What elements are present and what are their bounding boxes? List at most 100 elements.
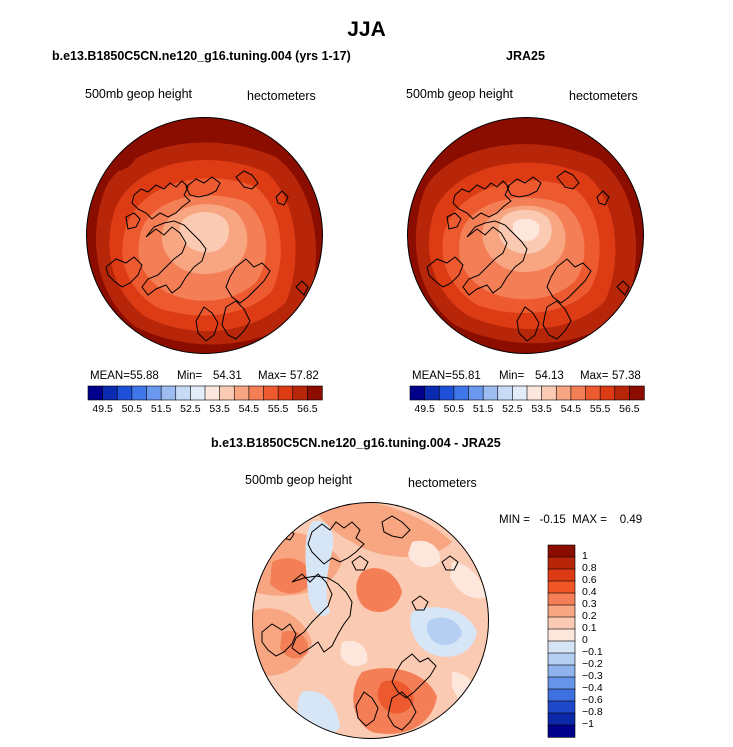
panel-3-title: b.e13.B1850C5CN.ne120_g16.tuning.004 - J… bbox=[211, 436, 501, 450]
panel-3-map bbox=[252, 502, 489, 739]
panel-2-max-value: 57.38 bbox=[612, 370, 641, 382]
panel-3-colorbar-labels: 1 0.8 0.6 0.4 0.3 0.2 0.1 0 −0.1 −0.2 −0.3 −0.4 −0.6… bbox=[582, 545, 622, 737]
colorbar-swatch bbox=[570, 385, 587, 401]
colorbar-swatch bbox=[87, 385, 104, 401]
colorbar-swatch bbox=[555, 385, 572, 401]
colorbar-swatch bbox=[453, 385, 470, 401]
colorbar-swatch bbox=[277, 385, 294, 401]
colorbar-swatch bbox=[547, 616, 576, 630]
colorbar-swatch bbox=[547, 592, 576, 606]
colorbar-tick-label: 52.5 bbox=[502, 403, 523, 415]
panel-1-mean-value: 55.88 bbox=[130, 370, 159, 382]
colorbar-tick-label: 1 bbox=[582, 550, 588, 562]
colorbar-swatch bbox=[547, 568, 576, 582]
colorbar-tick-label: 0.6 bbox=[582, 574, 597, 586]
colorbar-tick-label: −0.6 bbox=[582, 694, 603, 706]
colorbar-swatch bbox=[497, 385, 514, 401]
colorbar-swatch bbox=[547, 544, 576, 558]
panel-1-max-label: Max= bbox=[258, 370, 287, 382]
colorbar-tick-label: −0.4 bbox=[582, 682, 603, 694]
colorbar-swatch bbox=[248, 385, 265, 401]
colorbar-tick-label: −0.2 bbox=[582, 658, 603, 670]
colorbar-tick-label: 0.4 bbox=[582, 586, 597, 598]
colorbar-tick-label: 0.3 bbox=[582, 598, 597, 610]
colorbar-swatch bbox=[204, 385, 221, 401]
colorbar-tick-label: 54.5 bbox=[560, 403, 582, 415]
colorbar-swatch bbox=[547, 700, 576, 714]
colorbar-tick-label: 56.5 bbox=[297, 403, 318, 415]
panel-1-min-label: Min= bbox=[177, 370, 203, 382]
colorbar-swatch bbox=[547, 664, 576, 678]
colorbar-swatch bbox=[585, 385, 601, 401]
colorbar-swatch bbox=[526, 385, 543, 401]
colorbar-swatch bbox=[547, 652, 576, 666]
colorbar-tick-label: 0 bbox=[582, 634, 588, 646]
panel-2-variable: 500mb geop height bbox=[406, 87, 514, 101]
panel-2-title: JRA25 bbox=[506, 49, 545, 63]
colorbar-tick-label: 0.1 bbox=[582, 622, 597, 634]
panel-2-max-label: Max= bbox=[580, 370, 609, 382]
colorbar-tick-label: 50.5 bbox=[443, 403, 465, 415]
colorbar-swatch bbox=[146, 385, 162, 401]
colorbar-swatch bbox=[116, 385, 133, 401]
colorbar-swatch bbox=[614, 385, 631, 401]
colorbar-tick-label: 50.5 bbox=[121, 403, 143, 415]
colorbar-tick-label: −1 bbox=[582, 718, 594, 730]
panel-2-mean-value: 55.81 bbox=[452, 370, 481, 382]
colorbar-swatch bbox=[599, 385, 616, 401]
colorbar-swatch bbox=[307, 385, 323, 401]
colorbar-swatch bbox=[547, 628, 576, 642]
colorbar-swatch bbox=[547, 688, 576, 702]
colorbar-swatch bbox=[629, 385, 645, 401]
colorbar-swatch bbox=[233, 385, 250, 401]
colorbar-tick-label: 0.2 bbox=[582, 610, 597, 622]
panel-1-max-value: 57.82 bbox=[290, 370, 319, 382]
colorbar-swatch bbox=[468, 385, 484, 401]
colorbar-tick-label: 55.5 bbox=[267, 403, 289, 415]
colorbar-tick-label: 49.5 bbox=[414, 403, 435, 415]
panel-2-units: hectometers bbox=[569, 89, 638, 103]
colorbar-tick-label: 51.5 bbox=[472, 403, 494, 415]
panel-1-colorbar bbox=[87, 385, 323, 401]
colorbar-tick-label: 53.5 bbox=[209, 403, 230, 415]
colorbar-swatch bbox=[160, 385, 177, 401]
panel-2-min-label: Min= bbox=[499, 370, 525, 382]
colorbar-swatch bbox=[547, 580, 576, 594]
colorbar-tick-label: 55.5 bbox=[589, 403, 611, 415]
colorbar-swatch bbox=[292, 385, 309, 401]
colorbar-swatch bbox=[424, 385, 440, 401]
panel-1-min-value: 54.31 bbox=[213, 370, 242, 382]
colorbar-tick-label: 0.8 bbox=[582, 562, 597, 574]
colorbar-swatch bbox=[409, 385, 426, 401]
colorbar-tick-label: 49.5 bbox=[92, 403, 113, 415]
colorbar-swatch bbox=[219, 385, 235, 401]
panel-2-map bbox=[407, 117, 644, 354]
panel-2-mean-label: MEAN= bbox=[412, 370, 452, 382]
panel-1-colorbar-labels: 49.5 50.5 51.5 52.5 53.5 54.5 55.5 56.5 bbox=[88, 403, 322, 417]
colorbar-swatch bbox=[175, 385, 192, 401]
colorbar-swatch bbox=[547, 712, 576, 726]
panel-1-title: b.e13.B1850C5CN.ne120_g16.tuning.004 (yr… bbox=[52, 49, 351, 63]
colorbar-tick-label: 52.5 bbox=[180, 403, 201, 415]
colorbar-swatch bbox=[438, 385, 455, 401]
colorbar-swatch bbox=[547, 676, 576, 690]
colorbar-swatch bbox=[131, 385, 148, 401]
colorbar-tick-label: 51.5 bbox=[150, 403, 172, 415]
panel-3-units: hectometers bbox=[408, 476, 477, 490]
colorbar-tick-label: 56.5 bbox=[619, 403, 640, 415]
colorbar-swatch bbox=[512, 385, 528, 401]
figure-title: JJA bbox=[347, 18, 386, 41]
colorbar-swatch bbox=[263, 385, 279, 401]
panel-2-min-value: 54.13 bbox=[535, 370, 564, 382]
colorbar-tick-label: −0.1 bbox=[582, 646, 603, 658]
colorbar-tick-label: 53.5 bbox=[531, 403, 552, 415]
panel-3-colorbar bbox=[547, 544, 576, 738]
panel-1-map bbox=[86, 117, 323, 354]
panel-2-colorbar bbox=[409, 385, 645, 401]
colorbar-swatch bbox=[547, 640, 576, 654]
panel-3-minmax: MIN = -0.15 MAX = 0.49 bbox=[499, 514, 643, 526]
colorbar-swatch bbox=[547, 604, 576, 618]
colorbar-tick-label: −0.8 bbox=[582, 706, 603, 718]
colorbar-swatch bbox=[547, 724, 576, 738]
panel-2-colorbar-labels: 49.5 50.5 51.5 52.5 53.5 54.5 55.5 56.5 bbox=[410, 403, 644, 417]
